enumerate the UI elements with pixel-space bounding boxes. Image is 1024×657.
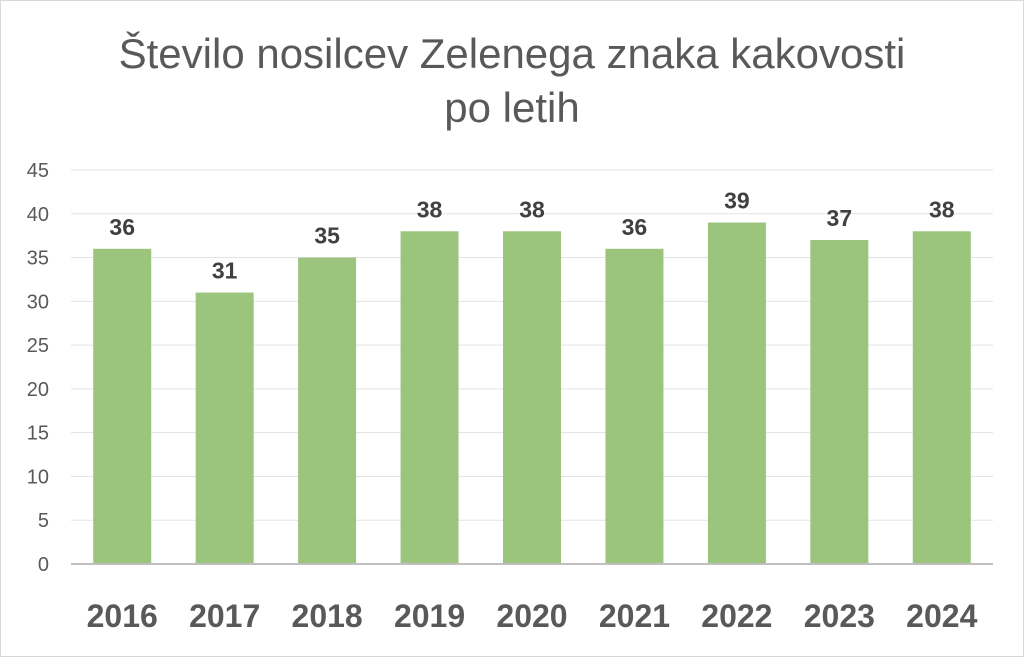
y-tick-label: 5 [38,510,49,532]
bar [195,292,254,564]
bar [912,231,971,565]
x-category-label: 2018 [292,598,363,634]
bar [400,231,459,565]
y-tick-label: 20 [27,379,49,401]
data-label: 38 [519,196,545,222]
x-category-label: 2021 [599,598,670,634]
data-label: 38 [417,196,443,222]
y-tick-label: 30 [27,291,49,313]
chart-title-line-2: po letih [444,84,580,131]
x-category-label: 2020 [496,598,567,634]
y-tick-label: 40 [27,204,49,226]
bar [605,248,664,565]
x-category-label: 2023 [804,598,875,634]
chart-title: Število nosilcev Zelenega znaka kakovost… [1,27,1023,135]
x-category-label: 2016 [87,598,158,634]
chart-title-line-1: Število nosilcev Zelenega znaka kakovost… [118,30,906,77]
y-tick-label: 45 [27,160,49,182]
y-tick-label: 15 [27,423,49,445]
data-label: 36 [109,214,135,240]
data-label: 31 [212,258,238,284]
bar [503,231,561,565]
data-label: 37 [827,205,853,231]
y-tick-label: 35 [27,248,49,270]
y-tick-label: 10 [27,466,49,488]
bar [93,248,152,565]
bar [298,257,357,564]
data-label: 39 [724,188,750,214]
data-label: 38 [929,196,955,222]
x-category-label: 2019 [394,598,465,634]
bar [810,240,869,565]
x-category-label: 2024 [906,598,977,634]
data-label: 35 [314,223,340,249]
bar [707,222,766,565]
y-tick-label: 0 [38,554,49,576]
x-category-label: 2017 [189,598,260,634]
x-category-label: 2022 [701,598,772,634]
data-label: 36 [622,214,648,240]
y-tick-label: 25 [27,335,49,357]
